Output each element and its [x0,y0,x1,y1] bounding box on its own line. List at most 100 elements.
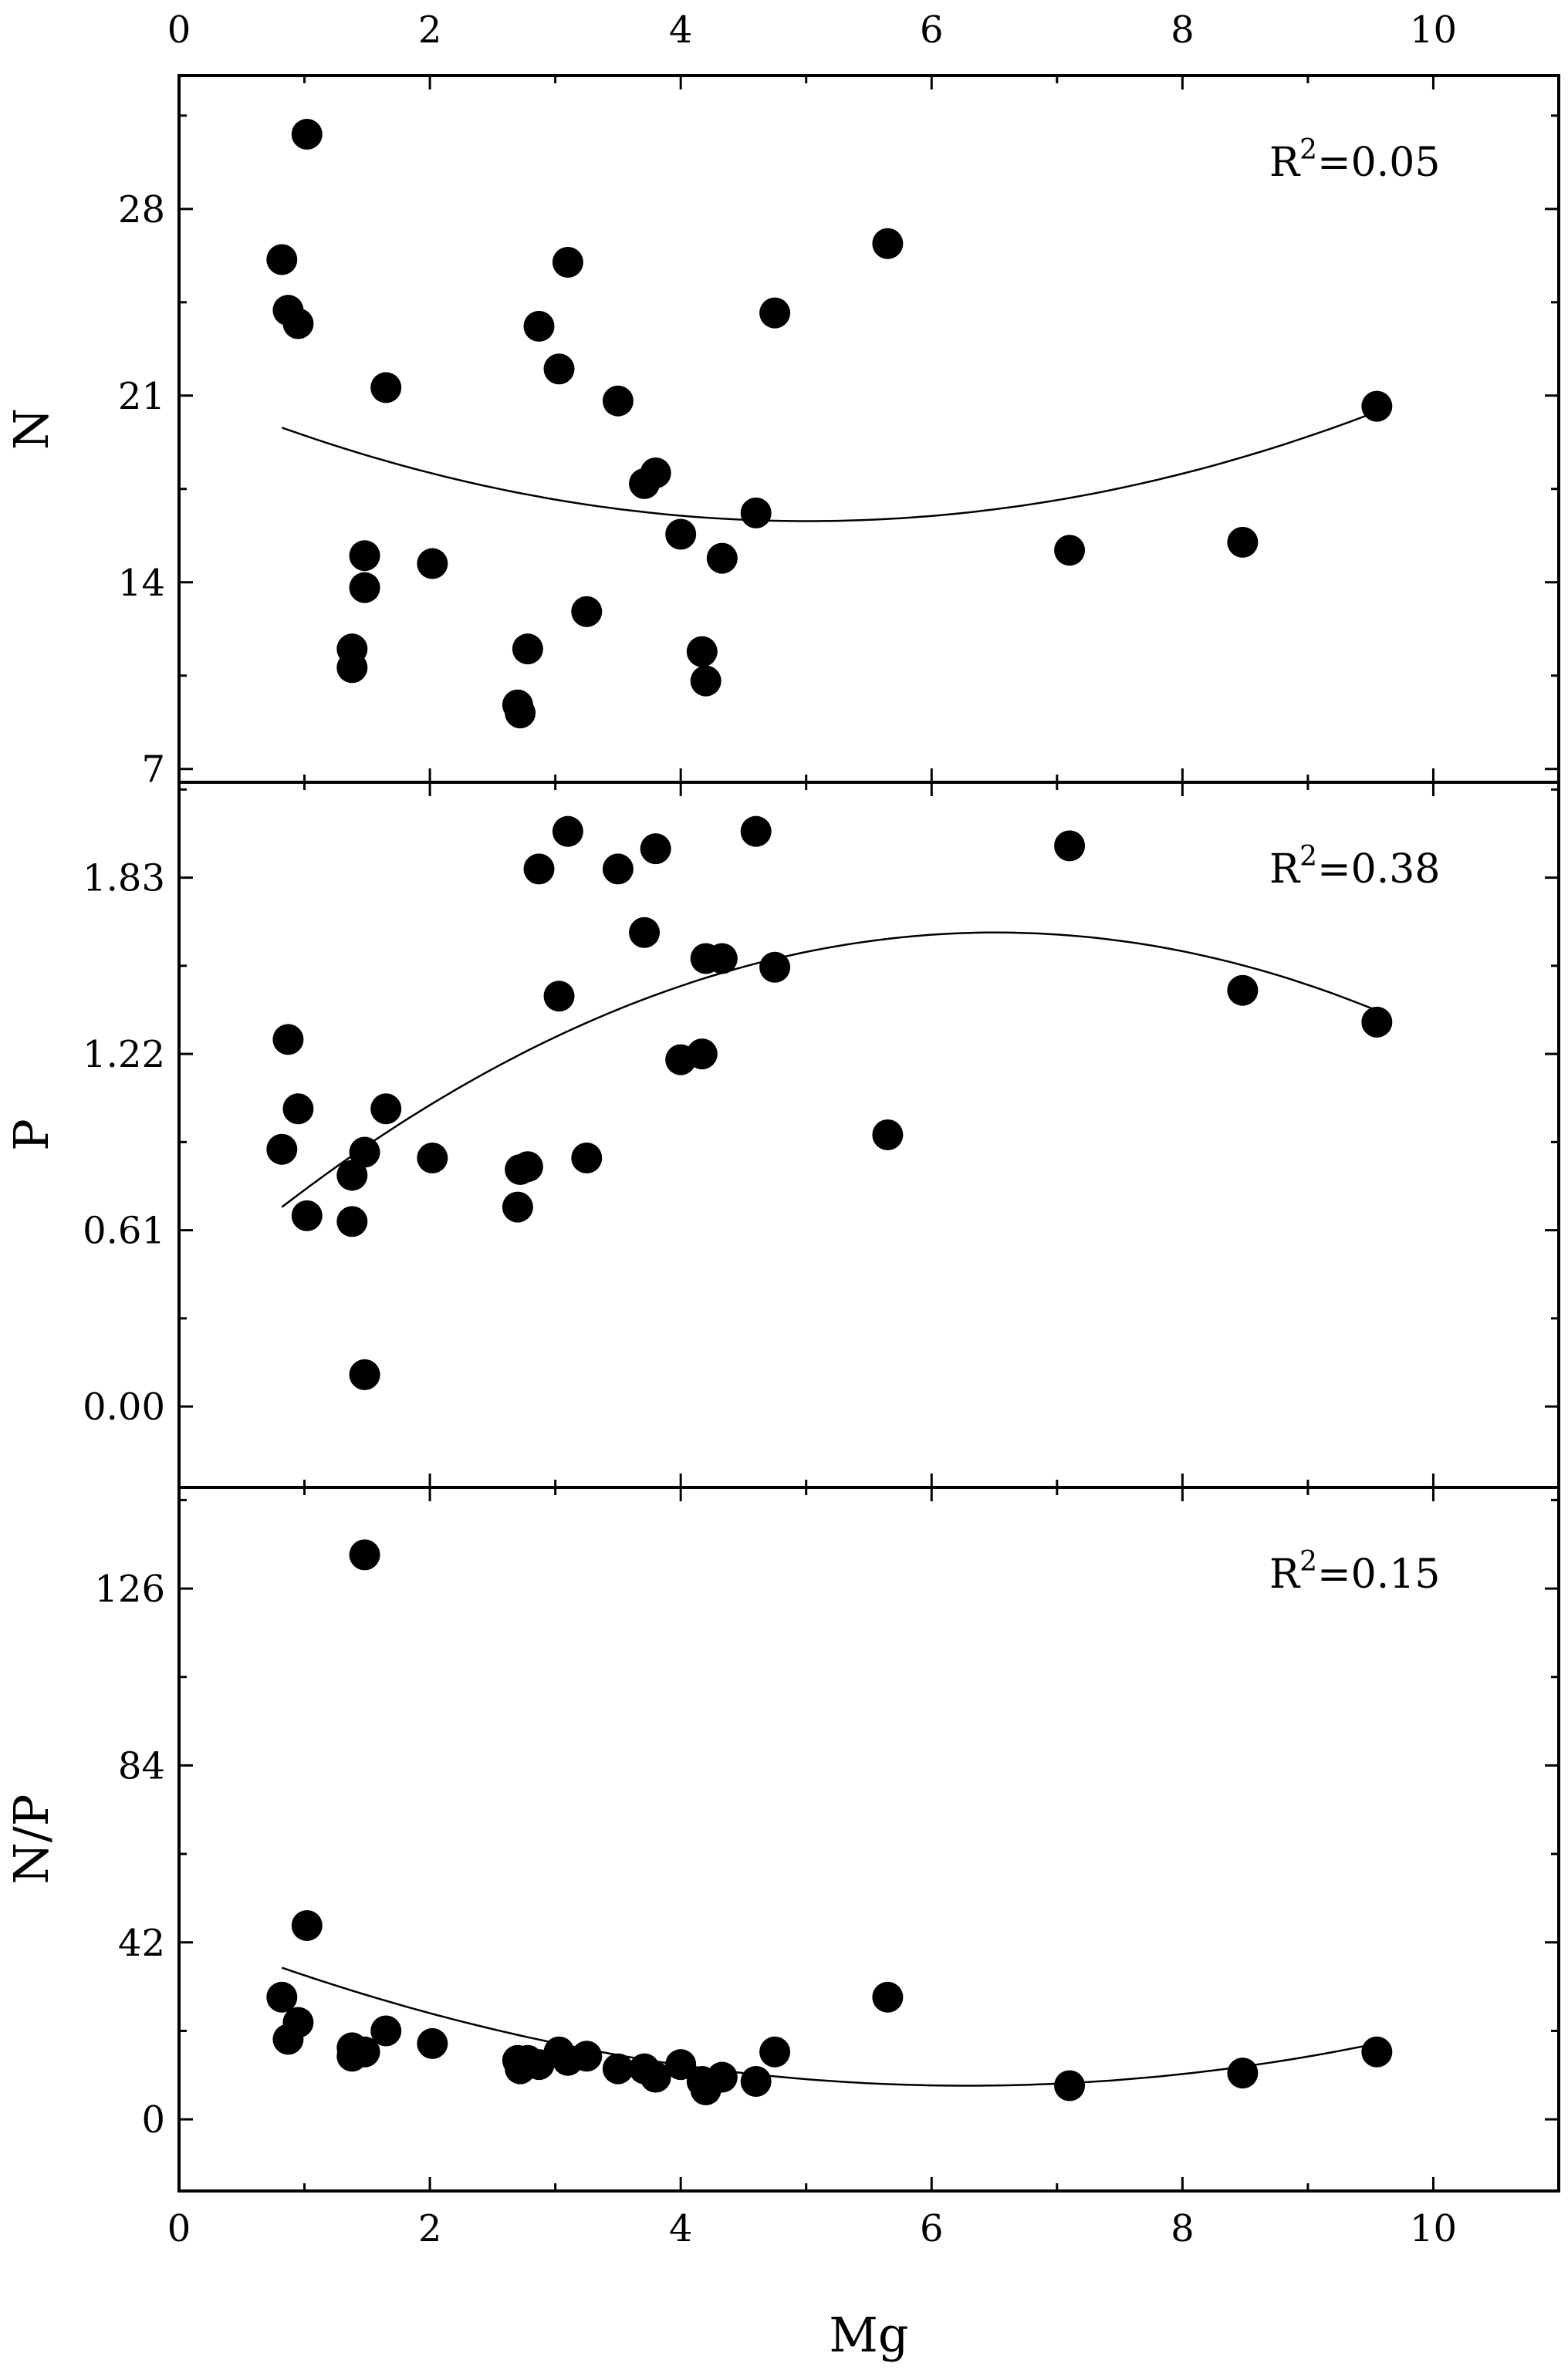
data-point [552,246,583,278]
data-point [291,119,323,150]
r2-annotation: R2=0.05 [1269,134,1440,186]
data-point [686,1038,718,1070]
data-point [1227,974,1259,1006]
fit-curve [281,410,1377,522]
data-point [706,943,738,974]
x-tick-label-top: 10 [1410,8,1457,52]
data-point [759,951,791,983]
data-point [706,2061,738,2093]
data-point [370,2015,402,2047]
data-point [543,353,575,385]
data-point [282,1093,314,1125]
data-point [872,1981,904,2013]
data-point [336,652,368,684]
data-point [349,540,380,572]
data-point [571,2041,603,2072]
r2-annotation: R2=0.15 [1269,1546,1440,1598]
y-tick-label: 14 [118,562,165,605]
data-point [349,2036,380,2068]
data-point [349,572,380,603]
data-point [740,815,772,847]
data-point [665,518,697,550]
x-tick-label-top: 4 [669,8,693,52]
y-tick-label: 28 [118,188,165,231]
data-point [523,853,555,885]
fit-curve [281,931,1377,1208]
fit-curve [281,1966,1377,2087]
y-tick-label: 84 [118,1744,165,1788]
data-point [686,636,718,667]
data-point [282,2007,314,2038]
data-point [512,633,543,665]
data-point [1361,2036,1393,2068]
data-point [640,833,671,865]
data-point [1227,526,1259,558]
y-tick-label: 7 [141,748,165,792]
data-point [552,815,583,847]
x-tick-label: 4 [669,2207,693,2250]
data-point [349,1136,380,1168]
data-point [1054,830,1086,862]
y-tick-label: 21 [118,375,165,418]
data-point [282,308,314,339]
data-point [690,665,721,697]
data-point [505,697,536,729]
y-axis-title: P [3,1119,59,1151]
data-point [272,1024,304,1055]
data-point [370,372,402,403]
y-tick-label: 0 [141,2098,165,2142]
y-tick-label: 1.22 [83,1033,165,1076]
data-point [740,497,772,528]
data-point [640,457,671,489]
data-point [759,297,791,329]
data-point [1361,1006,1393,1038]
panel-frame [177,1486,1560,2193]
data-point [417,2027,448,2059]
y-tick-label: 0.00 [83,1386,165,1429]
data-point [502,1191,533,1223]
x-tick-label: 8 [1171,2207,1195,2250]
data-point [370,1093,402,1125]
x-tick-label-top: 0 [167,8,191,52]
data-point [336,1160,368,1191]
data-point [740,2066,772,2098]
data-point [266,1981,298,2013]
y-tick-label: 42 [118,1922,165,1965]
y-axis-title: N [3,408,59,450]
data-point [266,244,298,275]
data-point [759,2036,791,2068]
y-tick-label: 1.83 [83,857,165,900]
x-tick-label: 0 [167,2207,191,2250]
x-tick-label: 10 [1410,2207,1457,2250]
x-axis-title: Mg [829,2307,908,2363]
data-point [523,310,555,342]
data-point [602,853,634,885]
x-tick-label-top: 6 [920,8,944,52]
data-point [1054,535,1086,566]
data-point [417,548,448,579]
data-point [602,385,634,417]
data-point [602,2053,634,2085]
data-point [1227,2058,1259,2089]
r2-annotation: R2=0.38 [1269,841,1440,893]
y-tick-label: 126 [94,1568,165,1611]
data-point [512,1151,543,1183]
data-point [291,1909,323,1941]
data-point [266,1133,298,1165]
data-point [571,596,603,627]
data-point [1054,2070,1086,2101]
y-axis-title: N/P [3,1794,59,1885]
x-tick-label-top: 8 [1171,8,1195,52]
data-point [417,1142,448,1173]
x-tick-label: 6 [920,2207,944,2250]
x-tick-label: 2 [418,2207,442,2250]
data-point [629,917,661,948]
data-point [571,1142,603,1173]
data-point [640,2061,671,2093]
data-point [1361,390,1393,422]
data-point [543,981,575,1012]
x-tick-label-top: 2 [418,8,442,52]
data-point [872,228,904,259]
